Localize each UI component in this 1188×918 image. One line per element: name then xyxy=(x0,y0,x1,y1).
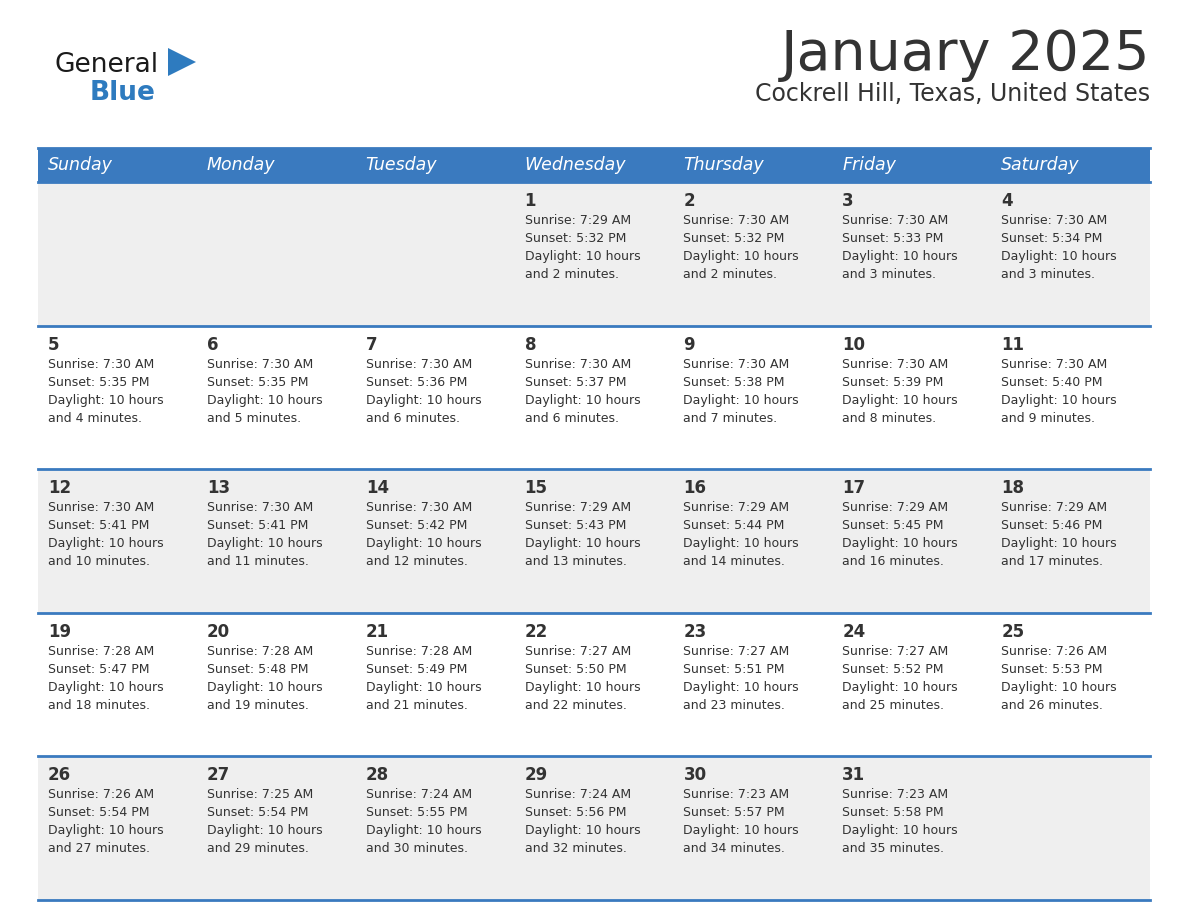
Text: 2: 2 xyxy=(683,192,695,210)
Text: Sunrise: 7:30 AM
Sunset: 5:40 PM
Daylight: 10 hours
and 9 minutes.: Sunrise: 7:30 AM Sunset: 5:40 PM Dayligh… xyxy=(1001,358,1117,425)
Text: Sunrise: 7:30 AM
Sunset: 5:32 PM
Daylight: 10 hours
and 2 minutes.: Sunrise: 7:30 AM Sunset: 5:32 PM Dayligh… xyxy=(683,214,800,281)
Text: Sunrise: 7:30 AM
Sunset: 5:38 PM
Daylight: 10 hours
and 7 minutes.: Sunrise: 7:30 AM Sunset: 5:38 PM Dayligh… xyxy=(683,358,800,425)
Text: 25: 25 xyxy=(1001,622,1024,641)
Text: January 2025: January 2025 xyxy=(781,28,1150,82)
Text: 22: 22 xyxy=(525,622,548,641)
Text: Monday: Monday xyxy=(207,156,276,174)
Text: Sunrise: 7:30 AM
Sunset: 5:42 PM
Daylight: 10 hours
and 12 minutes.: Sunrise: 7:30 AM Sunset: 5:42 PM Dayligh… xyxy=(366,501,481,568)
Text: Sunrise: 7:30 AM
Sunset: 5:39 PM
Daylight: 10 hours
and 8 minutes.: Sunrise: 7:30 AM Sunset: 5:39 PM Dayligh… xyxy=(842,358,958,425)
Text: Sunrise: 7:24 AM
Sunset: 5:56 PM
Daylight: 10 hours
and 32 minutes.: Sunrise: 7:24 AM Sunset: 5:56 PM Dayligh… xyxy=(525,789,640,856)
Text: 15: 15 xyxy=(525,479,548,498)
Bar xyxy=(38,756,1150,900)
Text: 6: 6 xyxy=(207,336,219,353)
Text: 27: 27 xyxy=(207,767,230,784)
Text: 30: 30 xyxy=(683,767,707,784)
Text: 12: 12 xyxy=(48,479,71,498)
Text: Sunrise: 7:30 AM
Sunset: 5:36 PM
Daylight: 10 hours
and 6 minutes.: Sunrise: 7:30 AM Sunset: 5:36 PM Dayligh… xyxy=(366,358,481,425)
Text: 18: 18 xyxy=(1001,479,1024,498)
Text: Thursday: Thursday xyxy=(683,156,764,174)
Text: 1: 1 xyxy=(525,192,536,210)
Text: Sunrise: 7:30 AM
Sunset: 5:35 PM
Daylight: 10 hours
and 5 minutes.: Sunrise: 7:30 AM Sunset: 5:35 PM Dayligh… xyxy=(207,358,322,425)
Text: 23: 23 xyxy=(683,622,707,641)
Text: Saturday: Saturday xyxy=(1001,156,1080,174)
Text: Sunrise: 7:28 AM
Sunset: 5:49 PM
Daylight: 10 hours
and 21 minutes.: Sunrise: 7:28 AM Sunset: 5:49 PM Dayligh… xyxy=(366,644,481,711)
Text: 10: 10 xyxy=(842,336,865,353)
Text: Sunrise: 7:29 AM
Sunset: 5:32 PM
Daylight: 10 hours
and 2 minutes.: Sunrise: 7:29 AM Sunset: 5:32 PM Dayligh… xyxy=(525,214,640,281)
Text: Sunrise: 7:27 AM
Sunset: 5:52 PM
Daylight: 10 hours
and 25 minutes.: Sunrise: 7:27 AM Sunset: 5:52 PM Dayligh… xyxy=(842,644,958,711)
Text: Sunrise: 7:26 AM
Sunset: 5:54 PM
Daylight: 10 hours
and 27 minutes.: Sunrise: 7:26 AM Sunset: 5:54 PM Dayligh… xyxy=(48,789,164,856)
Bar xyxy=(38,326,1150,469)
Text: 13: 13 xyxy=(207,479,230,498)
Text: 8: 8 xyxy=(525,336,536,353)
Text: 4: 4 xyxy=(1001,192,1012,210)
Bar xyxy=(38,469,1150,613)
Text: 16: 16 xyxy=(683,479,707,498)
Text: General: General xyxy=(55,52,159,78)
Text: 21: 21 xyxy=(366,622,388,641)
Text: Sunrise: 7:29 AM
Sunset: 5:44 PM
Daylight: 10 hours
and 14 minutes.: Sunrise: 7:29 AM Sunset: 5:44 PM Dayligh… xyxy=(683,501,800,568)
Polygon shape xyxy=(168,48,196,76)
Bar xyxy=(38,613,1150,756)
Text: Sunrise: 7:27 AM
Sunset: 5:50 PM
Daylight: 10 hours
and 22 minutes.: Sunrise: 7:27 AM Sunset: 5:50 PM Dayligh… xyxy=(525,644,640,711)
Text: 5: 5 xyxy=(48,336,59,353)
Text: Sunrise: 7:30 AM
Sunset: 5:37 PM
Daylight: 10 hours
and 6 minutes.: Sunrise: 7:30 AM Sunset: 5:37 PM Dayligh… xyxy=(525,358,640,425)
Text: 20: 20 xyxy=(207,622,230,641)
Text: Sunrise: 7:29 AM
Sunset: 5:43 PM
Daylight: 10 hours
and 13 minutes.: Sunrise: 7:29 AM Sunset: 5:43 PM Dayligh… xyxy=(525,501,640,568)
Text: 17: 17 xyxy=(842,479,865,498)
Text: 9: 9 xyxy=(683,336,695,353)
Text: Sunrise: 7:28 AM
Sunset: 5:47 PM
Daylight: 10 hours
and 18 minutes.: Sunrise: 7:28 AM Sunset: 5:47 PM Dayligh… xyxy=(48,644,164,711)
Text: 24: 24 xyxy=(842,622,866,641)
Text: Friday: Friday xyxy=(842,156,896,174)
Text: Sunrise: 7:30 AM
Sunset: 5:33 PM
Daylight: 10 hours
and 3 minutes.: Sunrise: 7:30 AM Sunset: 5:33 PM Dayligh… xyxy=(842,214,958,281)
Text: Sunrise: 7:23 AM
Sunset: 5:58 PM
Daylight: 10 hours
and 35 minutes.: Sunrise: 7:23 AM Sunset: 5:58 PM Dayligh… xyxy=(842,789,958,856)
Text: 11: 11 xyxy=(1001,336,1024,353)
Text: Sunrise: 7:27 AM
Sunset: 5:51 PM
Daylight: 10 hours
and 23 minutes.: Sunrise: 7:27 AM Sunset: 5:51 PM Dayligh… xyxy=(683,644,800,711)
Text: Sunrise: 7:30 AM
Sunset: 5:41 PM
Daylight: 10 hours
and 11 minutes.: Sunrise: 7:30 AM Sunset: 5:41 PM Dayligh… xyxy=(207,501,322,568)
Text: Sunrise: 7:29 AM
Sunset: 5:45 PM
Daylight: 10 hours
and 16 minutes.: Sunrise: 7:29 AM Sunset: 5:45 PM Dayligh… xyxy=(842,501,958,568)
Text: Sunrise: 7:24 AM
Sunset: 5:55 PM
Daylight: 10 hours
and 30 minutes.: Sunrise: 7:24 AM Sunset: 5:55 PM Dayligh… xyxy=(366,789,481,856)
Text: 26: 26 xyxy=(48,767,71,784)
Text: 28: 28 xyxy=(366,767,388,784)
Text: Blue: Blue xyxy=(90,80,156,106)
Text: 29: 29 xyxy=(525,767,548,784)
Text: Sunrise: 7:26 AM
Sunset: 5:53 PM
Daylight: 10 hours
and 26 minutes.: Sunrise: 7:26 AM Sunset: 5:53 PM Dayligh… xyxy=(1001,644,1117,711)
Text: Sunrise: 7:28 AM
Sunset: 5:48 PM
Daylight: 10 hours
and 19 minutes.: Sunrise: 7:28 AM Sunset: 5:48 PM Dayligh… xyxy=(207,644,322,711)
Text: Sunrise: 7:29 AM
Sunset: 5:46 PM
Daylight: 10 hours
and 17 minutes.: Sunrise: 7:29 AM Sunset: 5:46 PM Dayligh… xyxy=(1001,501,1117,568)
Text: Sunrise: 7:30 AM
Sunset: 5:41 PM
Daylight: 10 hours
and 10 minutes.: Sunrise: 7:30 AM Sunset: 5:41 PM Dayligh… xyxy=(48,501,164,568)
Text: Sunrise: 7:23 AM
Sunset: 5:57 PM
Daylight: 10 hours
and 34 minutes.: Sunrise: 7:23 AM Sunset: 5:57 PM Dayligh… xyxy=(683,789,800,856)
Text: Sunday: Sunday xyxy=(48,156,113,174)
Text: Sunrise: 7:25 AM
Sunset: 5:54 PM
Daylight: 10 hours
and 29 minutes.: Sunrise: 7:25 AM Sunset: 5:54 PM Dayligh… xyxy=(207,789,322,856)
Text: Cockrell Hill, Texas, United States: Cockrell Hill, Texas, United States xyxy=(754,82,1150,106)
Text: 19: 19 xyxy=(48,622,71,641)
Text: Wednesday: Wednesday xyxy=(525,156,626,174)
Text: 14: 14 xyxy=(366,479,388,498)
Text: Tuesday: Tuesday xyxy=(366,156,437,174)
Bar xyxy=(38,148,1150,182)
Text: 7: 7 xyxy=(366,336,378,353)
Text: Sunrise: 7:30 AM
Sunset: 5:35 PM
Daylight: 10 hours
and 4 minutes.: Sunrise: 7:30 AM Sunset: 5:35 PM Dayligh… xyxy=(48,358,164,425)
Bar xyxy=(38,182,1150,326)
Text: 3: 3 xyxy=(842,192,854,210)
Text: 31: 31 xyxy=(842,767,865,784)
Text: Sunrise: 7:30 AM
Sunset: 5:34 PM
Daylight: 10 hours
and 3 minutes.: Sunrise: 7:30 AM Sunset: 5:34 PM Dayligh… xyxy=(1001,214,1117,281)
